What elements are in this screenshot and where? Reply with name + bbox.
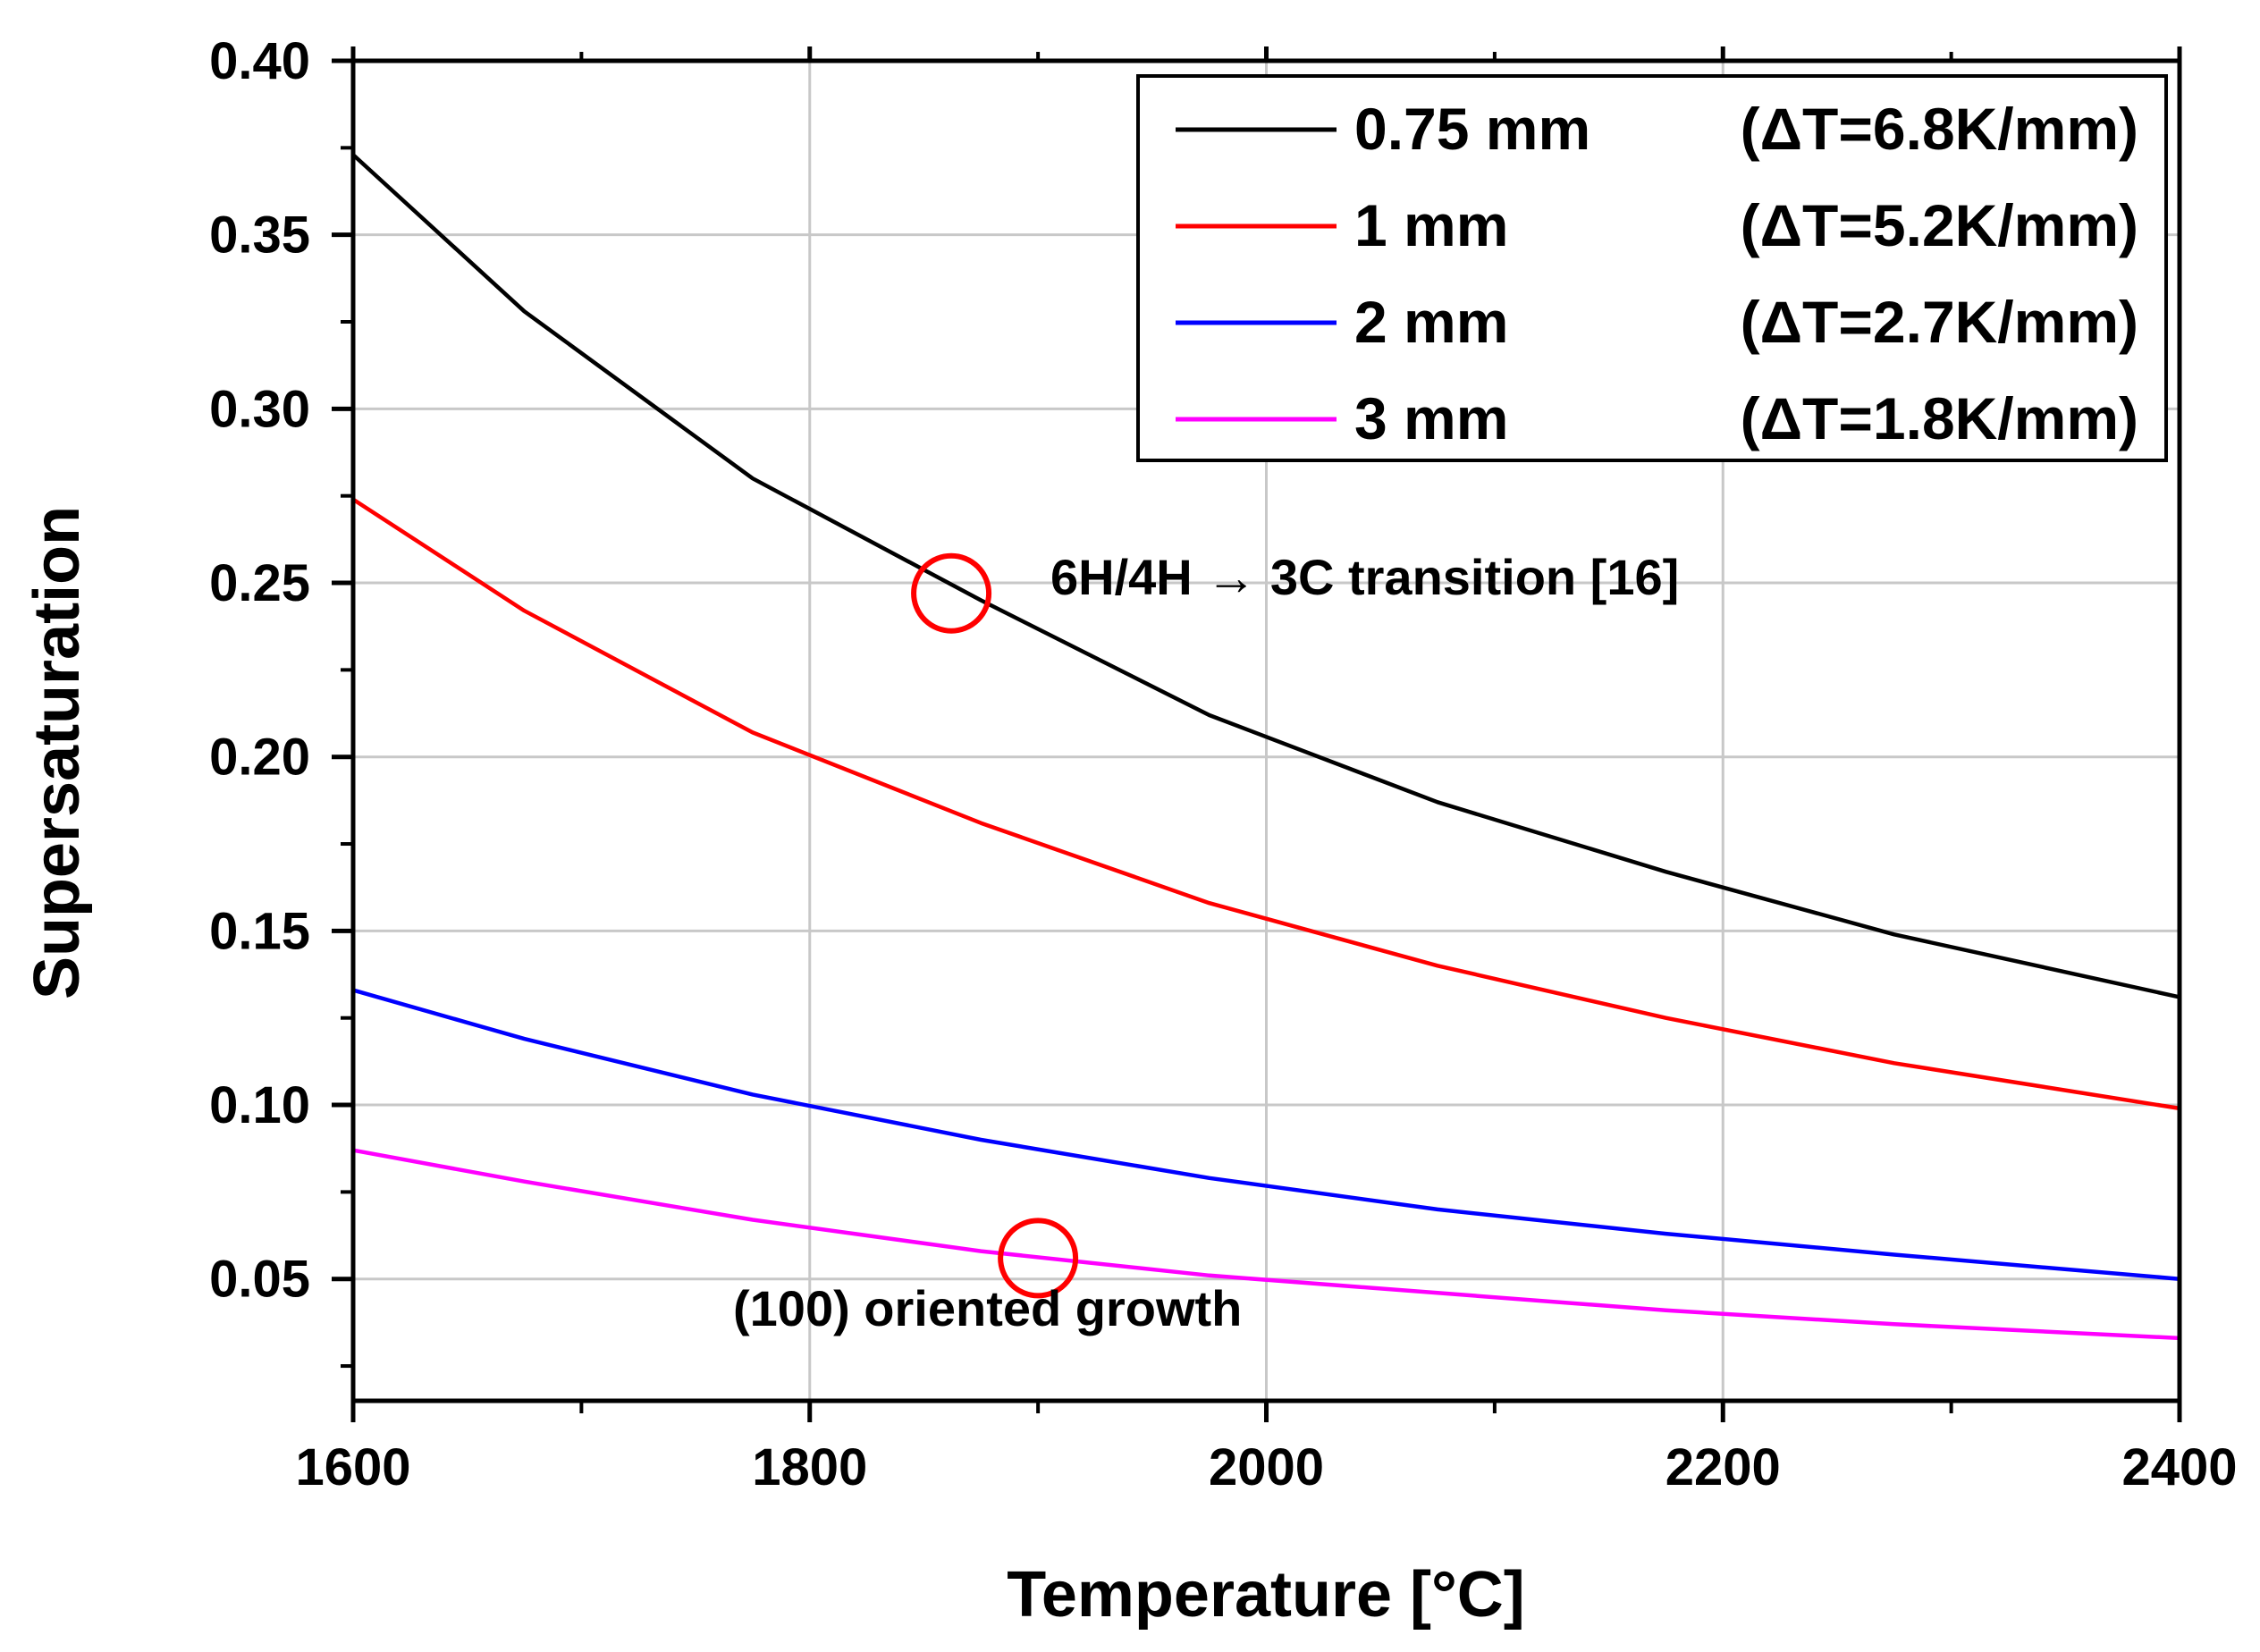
transition-annotation: 6H/4H → 3C transition [16] [1050,549,1679,605]
y-tick-label: 0.10 [209,1076,310,1134]
series-line-1 [351,153,2180,999]
x-tick-label: 1600 [295,1438,410,1496]
legend-label-4: 3 mm [1354,385,1508,451]
y-tick-label: 0.35 [209,206,310,265]
axis-ticks: 1600 1800 2000 2200 2400 0.05 0.10 0.15 0.20 0.25… [209,32,2237,1496]
series-line-2 [351,497,2180,1111]
legend-label-1: 0.75 mm [1354,96,1590,162]
x-tick-label: 2200 [1665,1438,1781,1496]
legend-label-3: 2 mm [1354,289,1508,355]
legend-dt-3: (ΔT=2.7K/mm) [1741,289,2138,355]
legend-dt-1: (ΔT=6.8K/mm) [1741,96,2138,162]
series-line-4 [352,1148,2180,1341]
y-tick-label: 0.30 [209,380,310,438]
y-tick-label: 0.40 [209,32,310,90]
y-tick-label: 0.15 [209,902,310,960]
series-lines [351,153,2180,1341]
oriented-growth-marker-circle [998,1218,1079,1299]
x-axis-title: Temperature [°C] [1007,1559,1525,1631]
oriented-growth-annotation: (100) oriented growth [733,1280,1242,1336]
x-tick-label: 2400 [2121,1438,2237,1496]
y-tick-label: 0.20 [209,729,310,787]
legend-dt-4: (ΔT=1.8K/mm) [1741,385,2138,451]
transition-marker-circle [911,552,992,634]
y-axis-title: Supersaturation [21,506,93,999]
annotations: 6H/4H → 3C transition [16] (100) oriented… [733,549,1679,1336]
x-tick-label: 1800 [752,1438,867,1496]
legend-label-2: 1 mm [1354,192,1508,258]
y-tick-label: 0.05 [209,1251,310,1309]
legend-dt-2: (ΔT=5.2K/mm) [1741,192,2138,258]
x-tick-label: 2000 [1209,1438,1324,1496]
legend: 0.75 mm (ΔT=6.8K/mm) 1 mm (ΔT=5.2K/mm) 2 mm (… [1136,74,2168,462]
y-tick-label: 0.25 [209,554,310,612]
series-line-3 [352,988,2180,1281]
legend-box [1136,74,2168,462]
